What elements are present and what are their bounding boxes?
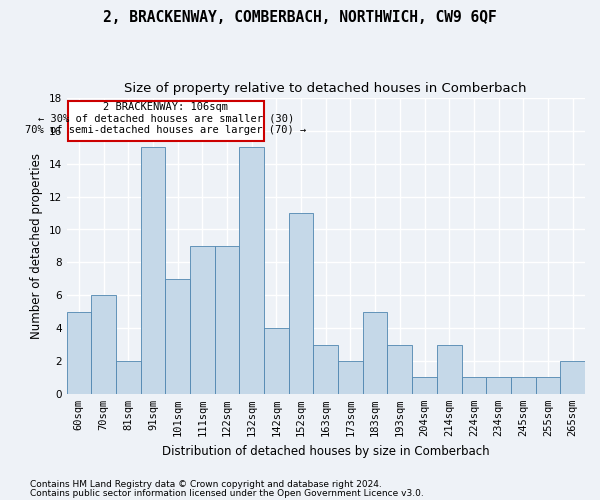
Bar	[437, 344, 461, 394]
Bar	[289, 213, 313, 394]
Bar	[412, 378, 437, 394]
Bar	[511, 378, 536, 394]
Text: 2, BRACKENWAY, COMBERBACH, NORTHWICH, CW9 6QF: 2, BRACKENWAY, COMBERBACH, NORTHWICH, CW…	[103, 10, 497, 25]
Bar	[215, 246, 239, 394]
Bar	[190, 246, 215, 394]
Bar	[461, 378, 486, 394]
Text: Contains HM Land Registry data © Crown copyright and database right 2024.: Contains HM Land Registry data © Crown c…	[30, 480, 382, 489]
Bar	[560, 361, 585, 394]
Bar	[140, 148, 165, 394]
Bar	[67, 312, 91, 394]
Bar	[486, 378, 511, 394]
Text: 70% of semi-detached houses are larger (70) →: 70% of semi-detached houses are larger (…	[25, 126, 307, 136]
Text: Contains public sector information licensed under the Open Government Licence v3: Contains public sector information licen…	[30, 488, 424, 498]
FancyBboxPatch shape	[68, 100, 264, 141]
Bar	[165, 279, 190, 394]
Bar	[536, 378, 560, 394]
Text: 2 BRACKENWAY: 106sqm: 2 BRACKENWAY: 106sqm	[103, 102, 229, 113]
X-axis label: Distribution of detached houses by size in Comberbach: Distribution of detached houses by size …	[162, 444, 490, 458]
Y-axis label: Number of detached properties: Number of detached properties	[30, 153, 43, 339]
Bar	[363, 312, 388, 394]
Bar	[338, 361, 363, 394]
Bar	[116, 361, 140, 394]
Bar	[388, 344, 412, 394]
Bar	[313, 344, 338, 394]
Title: Size of property relative to detached houses in Comberbach: Size of property relative to detached ho…	[125, 82, 527, 96]
Bar	[91, 295, 116, 394]
Bar	[264, 328, 289, 394]
Bar	[239, 148, 264, 394]
Text: ← 30% of detached houses are smaller (30): ← 30% of detached houses are smaller (30…	[38, 114, 294, 124]
